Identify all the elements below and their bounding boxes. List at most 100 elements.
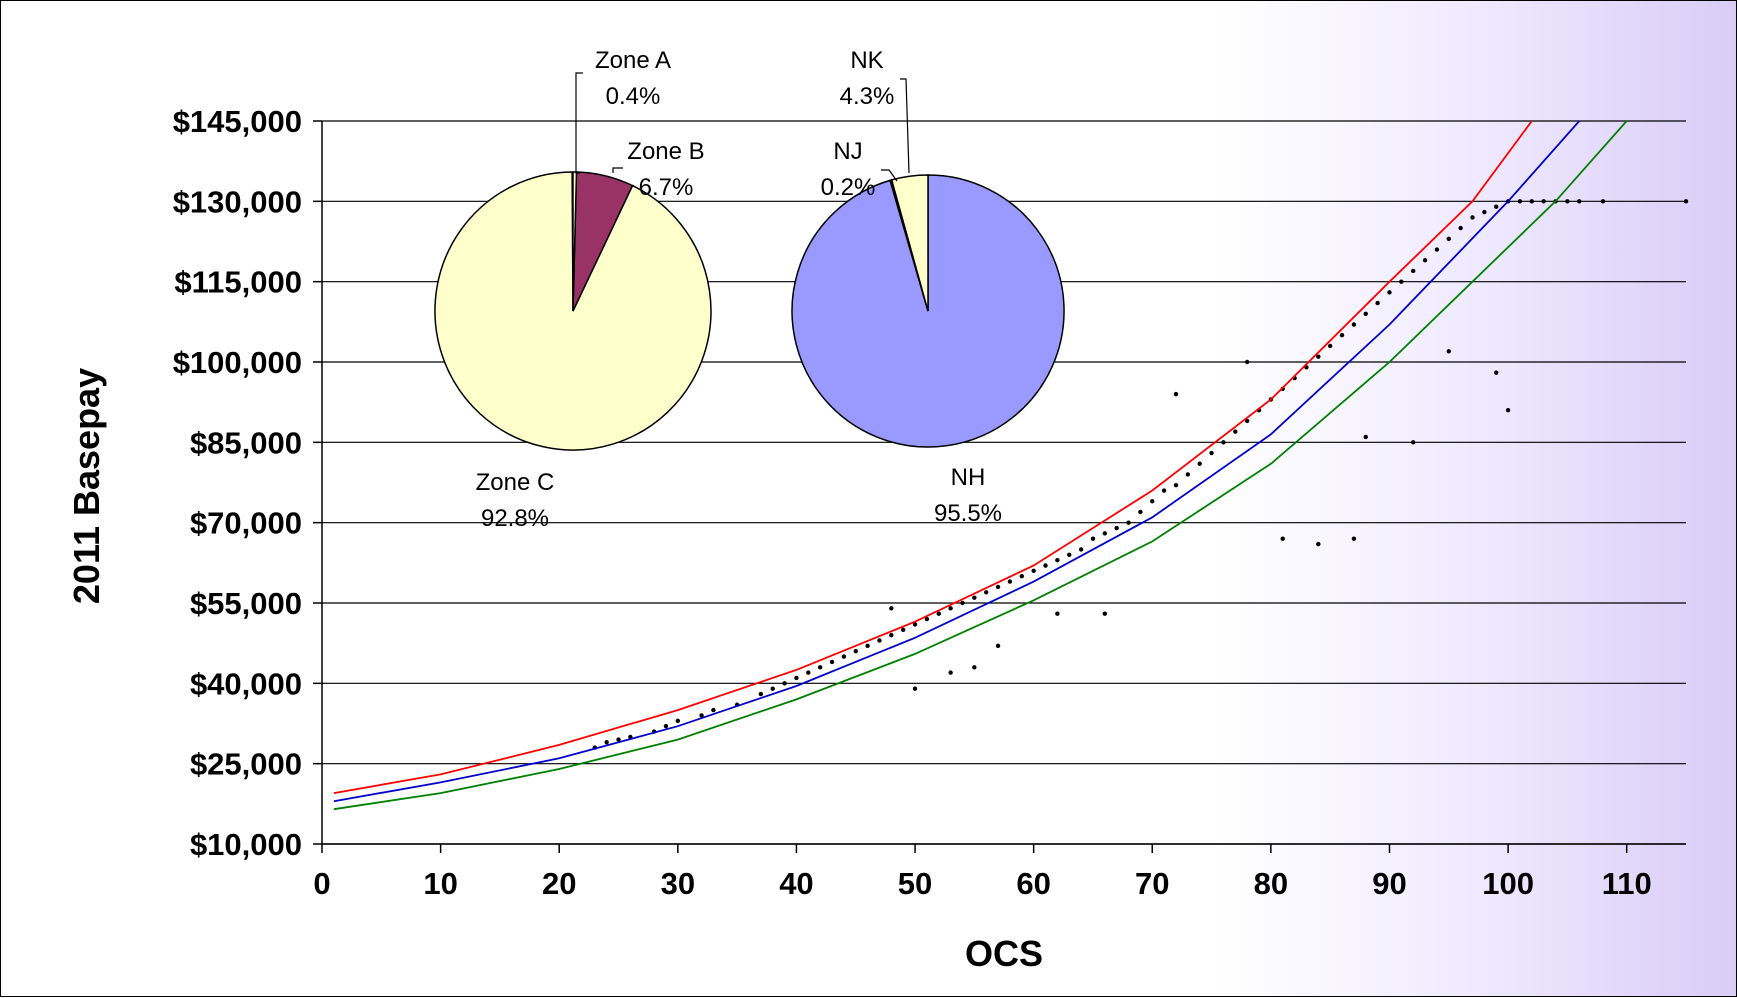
x-tick-label: 40 [779,866,813,901]
scatter-point [1150,499,1155,504]
scatter-point [936,611,941,616]
scatter-point [1541,199,1546,204]
scatter-point [972,665,977,670]
y-tick-label: $130,000 [173,184,302,219]
scatter-point [972,595,977,600]
scatter-point [1351,536,1357,541]
fit-curve [333,120,1533,794]
y-tick-label: $115,000 [174,265,302,300]
scatter-point [770,686,775,691]
scatter-point [1221,440,1226,445]
scatter-point [1102,531,1108,536]
scatter-point [758,691,764,697]
scatter-point [1375,300,1380,306]
scatter-point [1114,525,1119,531]
scatter-point [995,584,1001,590]
scatter-point [960,600,965,606]
scatter-point [1446,236,1451,242]
scatter-point [1434,247,1440,252]
zone-a-leader-line [575,72,583,174]
nk-label: NK [850,47,883,74]
zone-c-percent: 92.8% [481,505,549,532]
scatter-point [912,686,918,691]
scatter-point [1316,354,1321,359]
x-tick-label: 0 [313,866,330,901]
scatter-point [699,713,704,718]
scatter-point [1494,370,1499,375]
x-tick-label: 70 [1135,866,1169,901]
scatter-point [1185,472,1191,477]
scatter-point [1316,541,1321,547]
scatter-point [948,606,953,611]
scatter-point [1411,440,1416,445]
scatter-point [984,590,989,595]
y-tick-label: $10,000 [190,827,302,862]
scatter-point [1233,429,1238,434]
nj-label: NJ [833,138,862,165]
scatter-point [1126,520,1131,525]
x-tick-label: 10 [423,866,457,901]
scatter-point [1173,391,1179,397]
scatter-point [1422,258,1428,263]
y-tick-label: $100,000 [173,345,302,380]
scatter-point [1280,536,1285,541]
y-tick-label: $25,000 [190,747,302,782]
scatter-point [1683,199,1689,204]
scatter-point [853,649,858,654]
y-axis-title: 2011 Basepay [66,368,107,604]
scatter-point [1387,290,1392,295]
scatter-point [1090,536,1096,541]
scatter-point [995,643,1001,649]
y-tick-label: $55,000 [190,586,302,621]
scatter-point [1327,343,1333,349]
y-tick-label: $145,000 [173,104,302,139]
nk-percent: 4.3% [840,83,895,110]
scatter-point [948,670,953,675]
y-tick-label: $70,000 [190,506,302,541]
scatter-point [1482,209,1487,215]
zone-a-percent: 0.4% [606,83,661,110]
nk-leader-line [900,78,910,174]
x-tick-label: 90 [1372,866,1406,901]
scatter-point [889,606,894,611]
x-tick-label: 110 [1602,866,1652,901]
zone-pie: Zone A 0.4% Zone B 6.7% Zone C 92.8% [434,47,712,532]
scatter-point [1055,557,1060,563]
zone-b-label: Zone B [627,138,704,165]
scatter-point [889,632,894,638]
scatter-point [1351,322,1357,327]
y-tick-label: $85,000 [190,425,302,460]
x-tick-label: 60 [1016,866,1050,901]
scatter-point [1363,311,1368,316]
zone-a-label: Zone A [595,47,671,74]
scatter-point [782,681,787,686]
scatter-point [1244,359,1250,365]
scatter-point [604,740,609,745]
scatter-point [1209,450,1214,456]
x-tick-label: 20 [542,866,576,901]
scatter-point [1577,199,1582,204]
x-tick-labels: 0 10 20 30 40 50 60 70 80 90 100 110 [313,866,1651,901]
fit-curve [333,120,1580,803]
scatter-point [1446,349,1451,354]
zone-b-percent: 6.7% [639,174,694,201]
scatter-point [1529,199,1535,204]
scatter-point [1197,461,1202,466]
scatter-point [912,622,918,627]
scatter-point [1244,418,1250,424]
x-tick-label: 100 [1482,866,1534,901]
fit-curve [333,120,1628,811]
scatter-point [1173,482,1179,488]
scatter-point [865,643,870,649]
zone-c-label: Zone C [476,469,555,496]
curve-lines [333,120,1628,811]
scatter-point [1019,574,1024,579]
nh-percent: 95.5% [934,500,1002,527]
scatter-point [1399,279,1404,284]
y-tick-label: $40,000 [190,666,302,701]
nh-label: NH [951,464,986,491]
x-tick-label: 30 [661,866,695,901]
scatter-point [877,638,882,643]
